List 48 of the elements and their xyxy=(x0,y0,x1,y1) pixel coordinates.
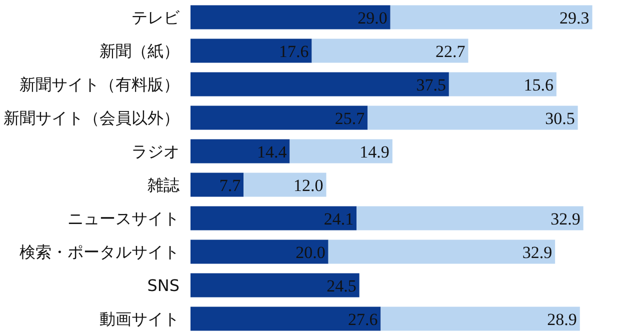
y-tick-label: 動画サイト xyxy=(100,309,180,328)
data-label: 14.4 xyxy=(256,142,288,162)
data-label: 29.3 xyxy=(560,8,590,28)
data-label: 25.7 xyxy=(334,108,366,128)
bar xyxy=(190,38,312,63)
y-tick-label: 雑誌 xyxy=(148,175,180,194)
data-label: 28.9 xyxy=(547,310,577,329)
data-label: 37.5 xyxy=(416,75,446,94)
bar xyxy=(356,206,584,230)
bar xyxy=(190,5,390,30)
bar xyxy=(328,240,556,264)
bar xyxy=(448,72,556,96)
bar xyxy=(190,139,290,164)
bar xyxy=(390,5,592,30)
data-label: 15.6 xyxy=(524,75,554,94)
bar xyxy=(190,240,328,264)
data-label: 29.0 xyxy=(358,8,388,28)
y-tick-label: 新聞サイト（有料版） xyxy=(20,74,180,94)
data-label: 7.7 xyxy=(219,176,242,195)
y-tick-label: 新聞サイト（会員以外） xyxy=(4,108,180,128)
y-tick-label: 新聞（紙） xyxy=(100,41,180,60)
bar xyxy=(190,206,357,230)
data-label: 27.6 xyxy=(348,310,378,329)
data-label: 12.0 xyxy=(294,176,324,195)
data-label: 22.7 xyxy=(435,42,466,61)
bar xyxy=(190,106,368,130)
data-label: 32.9 xyxy=(550,209,580,228)
y-tick-label: 検索・ポータルサイト xyxy=(20,242,180,262)
bar xyxy=(190,306,381,331)
bar xyxy=(190,72,449,96)
bar xyxy=(244,172,326,197)
data-label: 17.6 xyxy=(279,42,309,61)
bar xyxy=(290,139,392,164)
data-label: 24.5 xyxy=(326,276,356,296)
y-tick-label: ラジオ xyxy=(132,142,180,161)
y-tick-label: SNS xyxy=(147,276,180,295)
data-label: 30.5 xyxy=(545,108,575,128)
bar xyxy=(190,273,360,298)
y-tick-label: ニュースサイト xyxy=(68,208,180,228)
data-label: 24.1 xyxy=(324,209,354,228)
bar xyxy=(380,306,580,331)
bar xyxy=(368,106,578,130)
data-label: 20.0 xyxy=(296,242,326,262)
data-label: 32.9 xyxy=(522,242,552,262)
bar xyxy=(190,172,244,197)
bar xyxy=(312,38,468,63)
data-label: 14.9 xyxy=(360,142,390,162)
y-tick-label: テレビ xyxy=(132,8,180,27)
